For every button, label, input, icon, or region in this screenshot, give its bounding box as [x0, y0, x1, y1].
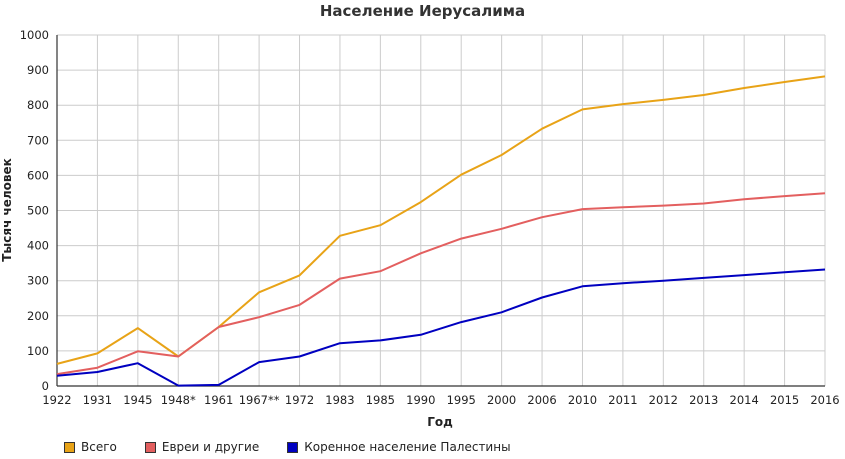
legend-item: Всего: [64, 440, 117, 454]
x-tick-label: 1967**: [239, 393, 280, 407]
x-tick-label: 2015: [770, 393, 799, 407]
x-tick-label: 1922: [42, 393, 71, 407]
x-tick-label: 1990: [406, 393, 435, 407]
legend-label: Всего: [81, 440, 117, 454]
x-tick-label: 2006: [527, 393, 556, 407]
legend-label: Евреи и другие: [161, 440, 260, 454]
y-tick-label: 400: [27, 239, 49, 253]
legend-item: Евреи и другие: [144, 440, 260, 454]
x-tick-label: 2013: [689, 393, 718, 407]
x-tick-label: 1945: [123, 393, 152, 407]
x-tick-label: 2000: [487, 393, 516, 407]
legend-item: Коренное население Палестины: [287, 440, 511, 454]
x-tick-label: 2011: [608, 393, 637, 407]
x-tick-label: 2014: [730, 393, 759, 407]
series-line-3: [56, 268, 826, 387]
x-tick-label: 2010: [568, 393, 597, 407]
grid-lines: [56, 34, 826, 387]
x-tick-label: 1985: [366, 393, 395, 407]
y-tick-label: 0: [42, 379, 49, 393]
y-tick-label: 300: [27, 274, 49, 288]
y-tick-label: 700: [27, 133, 49, 147]
series-line-1: [56, 75, 826, 365]
x-tick-label: 2012: [649, 393, 678, 407]
x-axis-title: Год: [427, 415, 453, 429]
x-tick-label: 1948*: [161, 393, 196, 407]
y-tick-label: 900: [27, 63, 49, 77]
x-tick-label: 1995: [447, 393, 476, 407]
legend: Всего Евреи и другие Коренное население Па…: [64, 440, 539, 454]
y-tick-label: 500: [27, 204, 49, 218]
legend-swatch: [144, 441, 156, 453]
y-tick-label: 800: [27, 98, 49, 112]
y-tick-label: 600: [27, 168, 49, 182]
chart-title: Население Иерусалима: [319, 2, 526, 20]
legend-swatch: [64, 441, 75, 453]
series-lines: [56, 75, 826, 387]
x-tick-label: 1972: [285, 393, 314, 407]
x-tick-labels: 1922 1931 1945 1948* 1961 1967** 1972 1983 1985 1…: [42, 393, 839, 407]
x-tick-label: 1961: [204, 393, 233, 407]
x-tick-label: 1983: [325, 393, 354, 407]
y-tick-labels: 0 100 200 300 400 500 600 700 800 900 1000: [20, 28, 49, 393]
series-line-2: [56, 192, 826, 376]
y-axis-title: Тысяч человек: [0, 158, 14, 262]
y-tick-label: 1000: [20, 28, 49, 42]
y-tick-label: 200: [27, 309, 49, 323]
legend-swatch: [287, 441, 299, 453]
x-tick-label: 1931: [83, 393, 112, 407]
x-tick-label: 2016: [810, 393, 839, 407]
legend-label: Коренное население Палестины: [304, 440, 511, 454]
y-tick-label: 100: [27, 344, 49, 358]
